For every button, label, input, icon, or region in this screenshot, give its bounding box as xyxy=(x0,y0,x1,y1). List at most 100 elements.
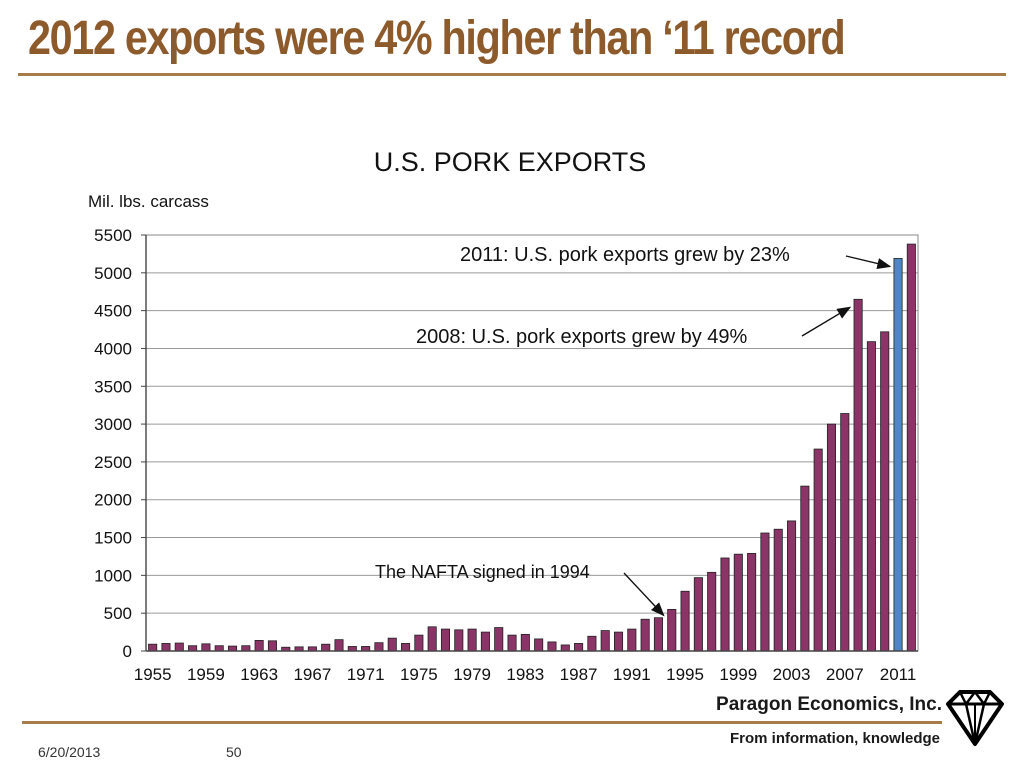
chart-title: U.S. PORK EXPORTS xyxy=(374,147,647,177)
y-tick-label: 1500 xyxy=(94,529,132,548)
y-tick-label: 500 xyxy=(104,604,132,623)
title-divider xyxy=(18,73,1006,76)
bar-1957 xyxy=(174,642,184,652)
y-tick-label: 2500 xyxy=(94,453,132,472)
annotation-text: 2008: U.S. pork exports grew by 49% xyxy=(416,326,747,348)
bar-1968 xyxy=(321,643,331,652)
x-tick-label: 1991 xyxy=(613,665,651,684)
bar-2007 xyxy=(840,413,850,652)
bar-1975 xyxy=(414,634,424,652)
bar-1973 xyxy=(387,637,397,652)
footer-divider xyxy=(22,721,942,724)
bar-2006 xyxy=(826,423,837,652)
x-tick-label: 1955 xyxy=(134,665,172,684)
x-tick-label: 2007 xyxy=(826,665,864,684)
y-tick-label: 3000 xyxy=(94,415,132,434)
y-tick-labels: 0 500 1000 1500 2000 2500 3000 3500 4000 4500 5000… xyxy=(94,226,146,661)
bar-2009 xyxy=(866,341,876,652)
x-tick-label: 1967 xyxy=(293,665,331,684)
bars xyxy=(148,243,916,652)
x-tick-label: 2003 xyxy=(773,665,811,684)
axes xyxy=(145,234,919,652)
y-tick-label: 5500 xyxy=(94,226,132,245)
bar-1996 xyxy=(693,577,703,652)
bar-1989 xyxy=(600,630,610,652)
x-tick-label: 1975 xyxy=(400,665,438,684)
x-tick-label: 1995 xyxy=(666,665,704,684)
company-name: Paragon Economics, Inc. xyxy=(716,694,942,715)
bar-2011 xyxy=(893,258,903,652)
x-tick-label: 1999 xyxy=(719,665,757,684)
bar-1983 xyxy=(520,633,530,652)
annotations: 2011: U.S. pork exports grew by 23% 2008:… xyxy=(375,244,892,617)
bar-1980 xyxy=(480,631,490,652)
bar-1962 xyxy=(241,645,251,652)
bar-1956 xyxy=(161,643,171,652)
bar-1992 xyxy=(640,618,650,652)
bar-1969 xyxy=(334,639,344,652)
bar-2010 xyxy=(880,331,890,652)
bar-1959 xyxy=(201,643,211,652)
slide-title: 2012 exports were 4% higher than ‘11 rec… xyxy=(28,12,846,65)
bar-1995 xyxy=(680,590,690,652)
bar-2000 xyxy=(747,553,757,652)
bar-1984 xyxy=(534,638,544,652)
bar-1963 xyxy=(254,640,264,652)
bar-1988 xyxy=(587,635,597,652)
bar-2008 xyxy=(853,298,863,652)
bar-1985 xyxy=(547,641,557,652)
annotation-text: The NAFTA signed in 1994 xyxy=(375,562,590,582)
bar-1976 xyxy=(427,626,437,652)
y-tick-label: 5000 xyxy=(94,264,132,283)
y-tick-label: 0 xyxy=(123,642,132,661)
bar-2005 xyxy=(813,448,823,652)
x-tick-label: 1987 xyxy=(560,665,598,684)
y-tick-label: 1000 xyxy=(94,566,132,585)
bar-1991 xyxy=(627,628,637,652)
bar-1974 xyxy=(401,643,411,652)
bar-1993 xyxy=(653,617,663,652)
x-tick-labels: 1955 1959 1963 1967 1971 1975 1979 1983 1987 1991… xyxy=(134,665,917,684)
x-tick-label: 1983 xyxy=(506,665,544,684)
diamond-logo-icon xyxy=(946,689,1004,746)
x-tick-label: 1971 xyxy=(347,665,385,684)
y-tick-label: 2000 xyxy=(94,491,132,510)
y-tick-label: 4500 xyxy=(94,302,132,321)
bar-1958 xyxy=(188,645,198,652)
bar-1964 xyxy=(267,640,277,652)
y-tick-label: 3500 xyxy=(94,377,132,396)
bar-1977 xyxy=(440,628,451,652)
x-tick-label: 1963 xyxy=(240,665,278,684)
bar-1981 xyxy=(494,627,504,652)
annotation-arrow xyxy=(801,306,852,337)
bar-1978 xyxy=(454,629,464,652)
bar-1972 xyxy=(374,642,384,652)
bar-1982 xyxy=(507,634,517,652)
bar-2003 xyxy=(787,520,797,652)
annotation-arrow xyxy=(623,572,665,617)
company-tagline: From information, knowledge xyxy=(729,730,940,747)
bar-1986 xyxy=(560,644,570,652)
bar-1987 xyxy=(574,643,584,652)
bar-1955 xyxy=(148,643,158,652)
annotation-text: 2011: U.S. pork exports grew by 23% xyxy=(460,244,790,266)
bar-2002 xyxy=(773,528,783,652)
bar-1999 xyxy=(733,553,743,652)
annotation-arrow xyxy=(845,255,892,269)
bar-2004 xyxy=(800,485,810,652)
slide-date: 6/20/2013 xyxy=(38,744,101,760)
bar-1997 xyxy=(707,571,717,652)
x-tick-label: 1979 xyxy=(453,665,491,684)
bar-1990 xyxy=(613,631,624,652)
bar-1979 xyxy=(467,628,477,652)
bar-1998 xyxy=(720,557,730,652)
x-tick-label: 2011 xyxy=(880,665,917,684)
bar-1960 xyxy=(214,645,224,652)
slide-page-number: 50 xyxy=(226,744,242,760)
y-tick-label: 4000 xyxy=(94,339,132,358)
bar-2001 xyxy=(760,532,770,652)
x-tick-label: 1959 xyxy=(187,665,225,684)
bar-1994 xyxy=(667,609,677,652)
bar-1961 xyxy=(227,645,238,652)
